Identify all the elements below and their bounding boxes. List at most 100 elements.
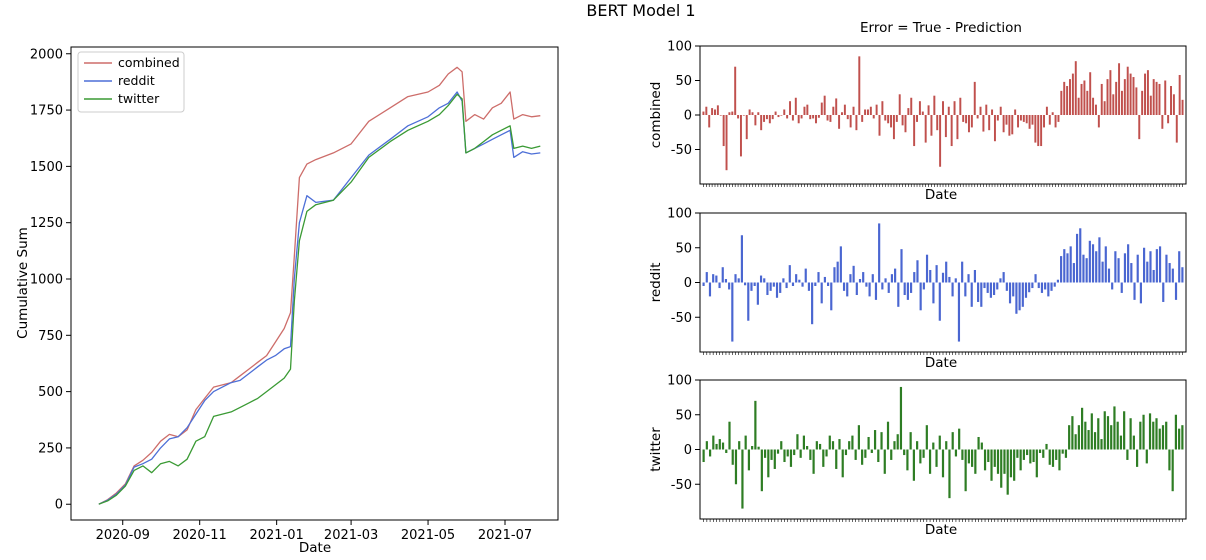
error-bar [918, 101, 921, 115]
error-bar [906, 282, 909, 300]
error-bar [954, 278, 957, 283]
error-bar [1054, 115, 1057, 128]
error-bar [864, 109, 867, 115]
error-bar [1115, 81, 1118, 115]
error-bar [789, 449, 793, 467]
y-tick-label: 100 [667, 207, 692, 222]
error-bar [1101, 261, 1104, 283]
error-bar [1175, 115, 1178, 143]
error-bar [1051, 112, 1054, 115]
error-bar [791, 115, 794, 121]
error-bar [748, 109, 751, 115]
error-bar [1123, 253, 1127, 283]
error-bar [1104, 246, 1107, 283]
error-bar [731, 111, 734, 115]
error-bar [961, 261, 964, 283]
error-bar [1034, 274, 1037, 283]
left-plot-frame [70, 46, 559, 521]
error-bar [1146, 261, 1149, 283]
error-bar [1155, 418, 1158, 450]
error-bar [1075, 233, 1079, 283]
error-bar [775, 282, 779, 298]
error-bar [961, 449, 964, 460]
error-bar [803, 106, 806, 115]
error-bar [1143, 247, 1146, 283]
error-bar [1050, 282, 1053, 291]
error-bar [800, 115, 803, 119]
error-bar [812, 449, 815, 474]
error-bar [767, 449, 770, 478]
error-bar [817, 115, 820, 118]
error-bar [1093, 432, 1097, 450]
error-bar [970, 282, 973, 307]
error-bar [814, 282, 817, 286]
error-bar [895, 115, 898, 122]
error-bar [812, 115, 815, 119]
error-bar [977, 436, 980, 450]
error-bar [996, 449, 1000, 474]
error-bar [740, 235, 743, 283]
error-bar [807, 282, 811, 291]
error-bar [985, 104, 988, 115]
error-bar [1109, 70, 1112, 115]
error-bar [1034, 115, 1037, 143]
error-bar [877, 449, 880, 463]
error-bar [1135, 87, 1138, 115]
error-bar [722, 115, 725, 147]
error-bar [858, 279, 862, 283]
error-bar [986, 282, 989, 293]
error-bar [1026, 449, 1029, 456]
error-bar [954, 449, 958, 457]
error-bar [857, 425, 860, 450]
error-bar [820, 282, 823, 304]
error-bar [904, 115, 907, 133]
error-bar [801, 282, 804, 287]
error-bar [783, 109, 786, 115]
error-bar [1090, 413, 1093, 450]
error-bar [951, 282, 954, 297]
error-bar [916, 260, 919, 283]
left-y-tick-label: 750 [38, 329, 63, 344]
error-bar [973, 269, 977, 283]
error-bar [965, 115, 968, 124]
error-bar [855, 115, 858, 131]
error-bar [892, 115, 895, 140]
error-bar [1171, 449, 1174, 492]
error-bar [1045, 443, 1048, 450]
error-bar [988, 115, 991, 131]
error-bar [770, 449, 773, 460]
error-bar [1045, 106, 1048, 115]
error-bar [796, 434, 799, 450]
error-bar [993, 449, 996, 467]
error-bar [1011, 115, 1014, 135]
error-bar [1144, 73, 1147, 115]
error-bar [817, 272, 820, 283]
error-bar [1120, 282, 1123, 293]
y-tick-label: -50 [671, 478, 692, 493]
error-bar [705, 441, 708, 450]
error-bar [715, 275, 718, 283]
line-series-reddit [98, 91, 541, 505]
error-bar [1171, 268, 1174, 283]
error-bar [1035, 449, 1038, 478]
error-bar [793, 449, 796, 456]
error-bar [916, 115, 918, 122]
error-bar [852, 106, 855, 115]
error-bar [836, 261, 839, 283]
error-bar [927, 105, 930, 115]
error-bar [873, 430, 877, 450]
error-bar [1071, 73, 1074, 115]
error-bar [1080, 83, 1083, 115]
error-bar [1022, 115, 1025, 122]
error-bar [844, 449, 848, 456]
left-y-axis-label: Cumulative Sum [15, 227, 31, 339]
error-bar [728, 112, 731, 115]
legend-label-twitter: twitter [118, 91, 160, 106]
error-bar [964, 282, 967, 297]
y-tick-label: 50 [675, 74, 692, 89]
error-bar [1021, 282, 1024, 307]
error-bar [806, 104, 809, 115]
error-bar [1022, 449, 1025, 460]
error-bar [1019, 115, 1022, 121]
error-bar [741, 449, 744, 509]
